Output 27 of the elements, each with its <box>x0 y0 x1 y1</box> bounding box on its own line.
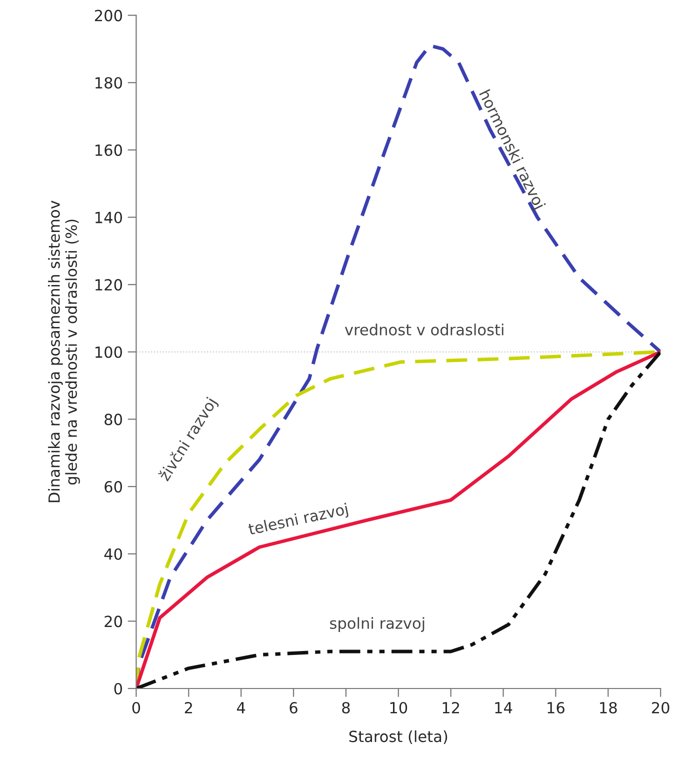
x-tick-label: 14 <box>495 702 512 714</box>
y-tick-label: 0 <box>114 682 122 695</box>
x-tick-label: 2 <box>184 702 192 714</box>
text: telesni razvoj <box>248 502 349 538</box>
y-tick-label: 200 <box>94 10 122 22</box>
ref-line-label: vrednost v odraslosti <box>344 324 504 336</box>
x-tick-label: 4 <box>236 702 246 714</box>
y-tick-label: 40 <box>104 548 122 560</box>
x-tick-label: 10 <box>390 702 408 714</box>
x-tick-label: 8 <box>342 702 350 714</box>
y-tick-label: 100 <box>96 346 122 358</box>
series-label: spolni razvoj <box>330 617 424 632</box>
x-tick-label: 12 <box>442 702 460 714</box>
y-axis-title: Dinamika razvoja posameznih sistemov glede na vrednosti v odraslosti (%) <box>48 200 80 502</box>
x-tick-label: 18 <box>600 702 617 714</box>
x-tick-label: 20 <box>652 702 670 714</box>
y-tick-label: 20 <box>104 616 122 628</box>
x-tick-label: 16 <box>548 702 564 714</box>
y-tick-label: 160 <box>96 144 122 156</box>
y-tick-label: 140 <box>96 212 122 224</box>
y-tick-label: 120 <box>96 279 122 291</box>
y-tick-label: 80 <box>104 414 122 426</box>
y-tick-label: 180 <box>96 77 122 89</box>
x-tick-label: 0 <box>132 702 140 714</box>
x-tick-label: 6 <box>290 702 298 714</box>
x-axis-title: Starost (leta) <box>349 730 448 744</box>
y-tick-label: 60 <box>104 481 122 493</box>
